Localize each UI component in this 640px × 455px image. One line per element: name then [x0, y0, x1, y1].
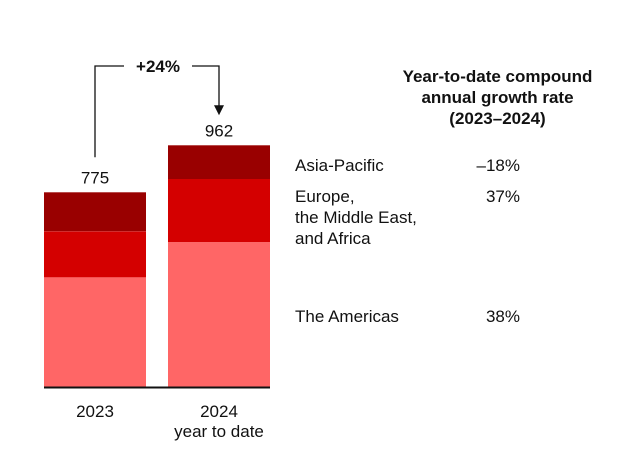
growth-bracket-left: [94, 65, 124, 158]
cagr-title-line-3: (2023–2024): [449, 109, 546, 128]
region-label-line: and Africa: [295, 229, 371, 248]
x-tick-label: 2024: [200, 402, 238, 421]
region-label-line: The Americas: [295, 307, 399, 326]
bar-segment: [168, 179, 270, 243]
x-tick-label: year to date: [174, 422, 264, 441]
region-label-line: Asia-Pacific: [295, 156, 384, 175]
bar-total-label: 962: [205, 121, 233, 140]
bar-segment: [44, 277, 146, 387]
cagr-title-line-1: Year-to-date compound: [402, 67, 593, 86]
cagr-table-title: Year-to-date compound annual growth rate…: [370, 66, 625, 129]
growth-annotation: +24%: [136, 57, 180, 76]
region-label-americas: The Americas: [295, 306, 399, 327]
region-value-americas: 38%: [485, 307, 520, 326]
region-value-asia-pacific: –18%: [476, 156, 520, 175]
bar-segment: [168, 145, 270, 179]
growth-bracket-right: [192, 65, 220, 109]
region-label-line: Europe,: [295, 187, 355, 206]
bar-total-label: 775: [81, 168, 109, 187]
x-tick-label: 2023: [76, 402, 114, 421]
cagr-title-line-2: annual growth rate: [421, 88, 574, 107]
region-label-line: the Middle East,: [295, 208, 417, 227]
region-label-asia-pacific: Asia-Pacific: [295, 155, 384, 176]
growth-arrowhead: [214, 105, 224, 116]
region-value-emea: 37%: [485, 187, 520, 206]
bar-segment: [168, 242, 270, 387]
bar-segment: [44, 192, 146, 232]
bar-segment: [44, 231, 146, 278]
region-label-emea: Europe, the Middle East, and Africa: [295, 186, 417, 249]
